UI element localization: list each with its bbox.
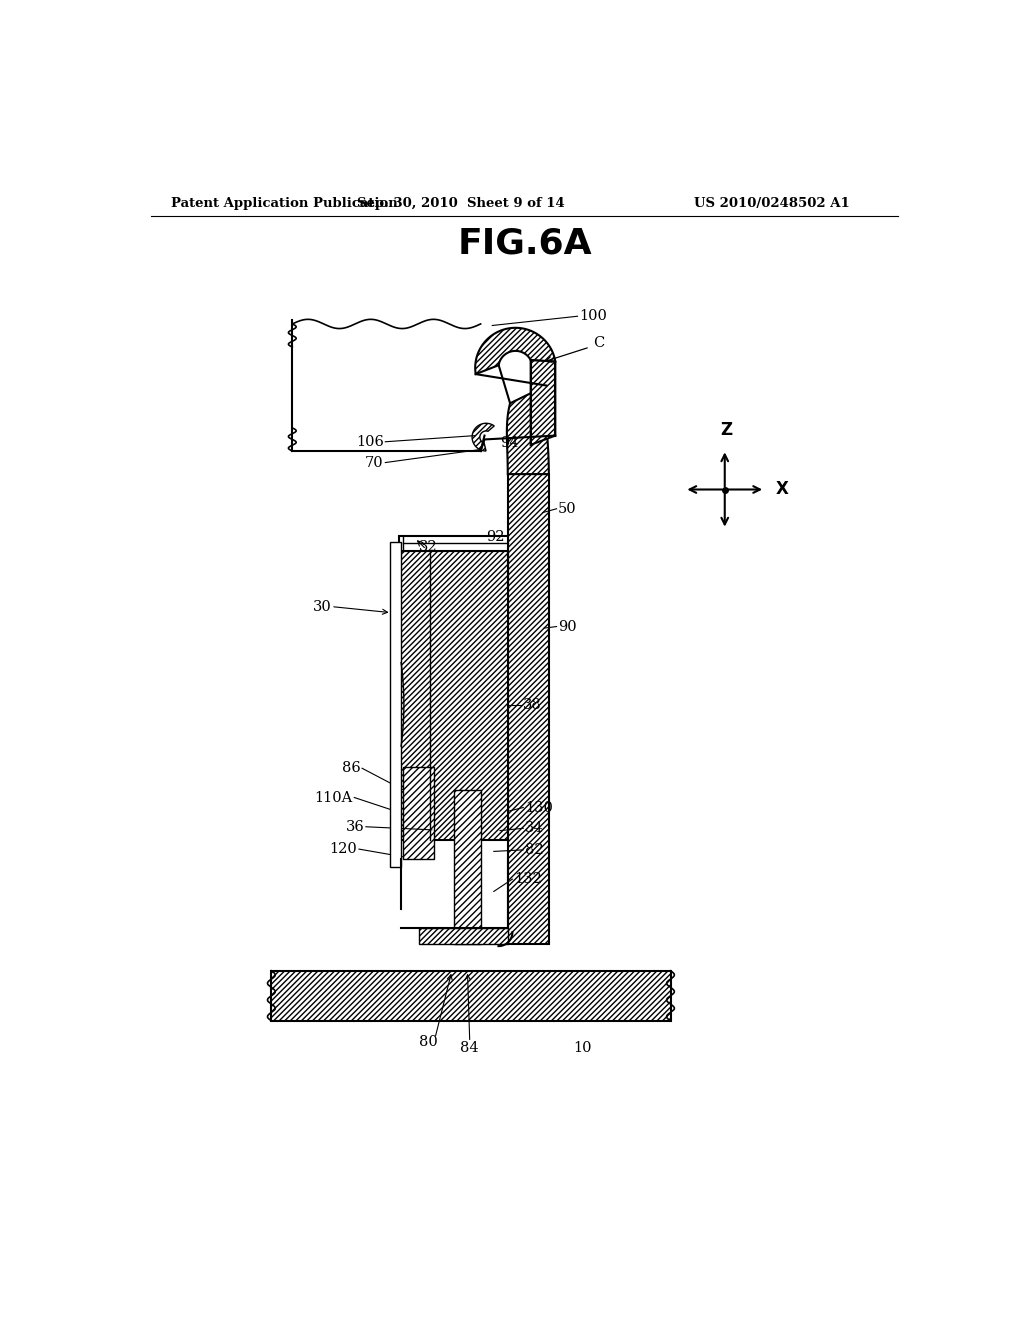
Polygon shape	[508, 474, 549, 944]
Text: 82: 82	[524, 843, 544, 857]
Polygon shape	[399, 552, 508, 840]
Text: 32: 32	[419, 540, 437, 554]
Text: 36: 36	[346, 820, 365, 834]
Polygon shape	[271, 970, 671, 1020]
Text: 94: 94	[500, 437, 518, 450]
Text: X: X	[776, 480, 788, 499]
Polygon shape	[475, 327, 555, 374]
Text: 110A: 110A	[314, 791, 352, 804]
Text: 86: 86	[342, 762, 360, 775]
Polygon shape	[454, 789, 480, 944]
Bar	[390, 543, 400, 867]
Text: 10: 10	[573, 1040, 592, 1055]
Text: 50: 50	[558, 502, 577, 516]
Polygon shape	[403, 767, 434, 859]
Text: 30: 30	[312, 599, 331, 614]
Polygon shape	[419, 928, 508, 944]
Text: 84: 84	[460, 1040, 478, 1055]
Text: US 2010/0248502 A1: US 2010/0248502 A1	[693, 197, 850, 210]
Text: 132: 132	[514, 873, 542, 886]
Polygon shape	[507, 385, 549, 474]
Text: 38: 38	[523, 698, 542, 711]
Text: 106: 106	[356, 434, 384, 449]
Text: 34: 34	[524, 821, 544, 836]
Bar	[399, 536, 508, 552]
Text: Patent Application Publication: Patent Application Publication	[171, 197, 397, 210]
Polygon shape	[472, 424, 495, 451]
Text: 100: 100	[579, 309, 607, 323]
Text: Sep. 30, 2010  Sheet 9 of 14: Sep. 30, 2010 Sheet 9 of 14	[357, 197, 565, 210]
Text: 92: 92	[486, 531, 505, 544]
Text: 80: 80	[419, 1035, 438, 1049]
Text: FIG.6A: FIG.6A	[458, 226, 592, 260]
Polygon shape	[530, 360, 555, 445]
Text: 130: 130	[524, 800, 553, 814]
Text: 70: 70	[366, 455, 384, 470]
Text: 120: 120	[330, 842, 357, 857]
Text: Z: Z	[720, 421, 732, 438]
Text: C: C	[593, 337, 604, 350]
Text: 90: 90	[558, 619, 577, 634]
